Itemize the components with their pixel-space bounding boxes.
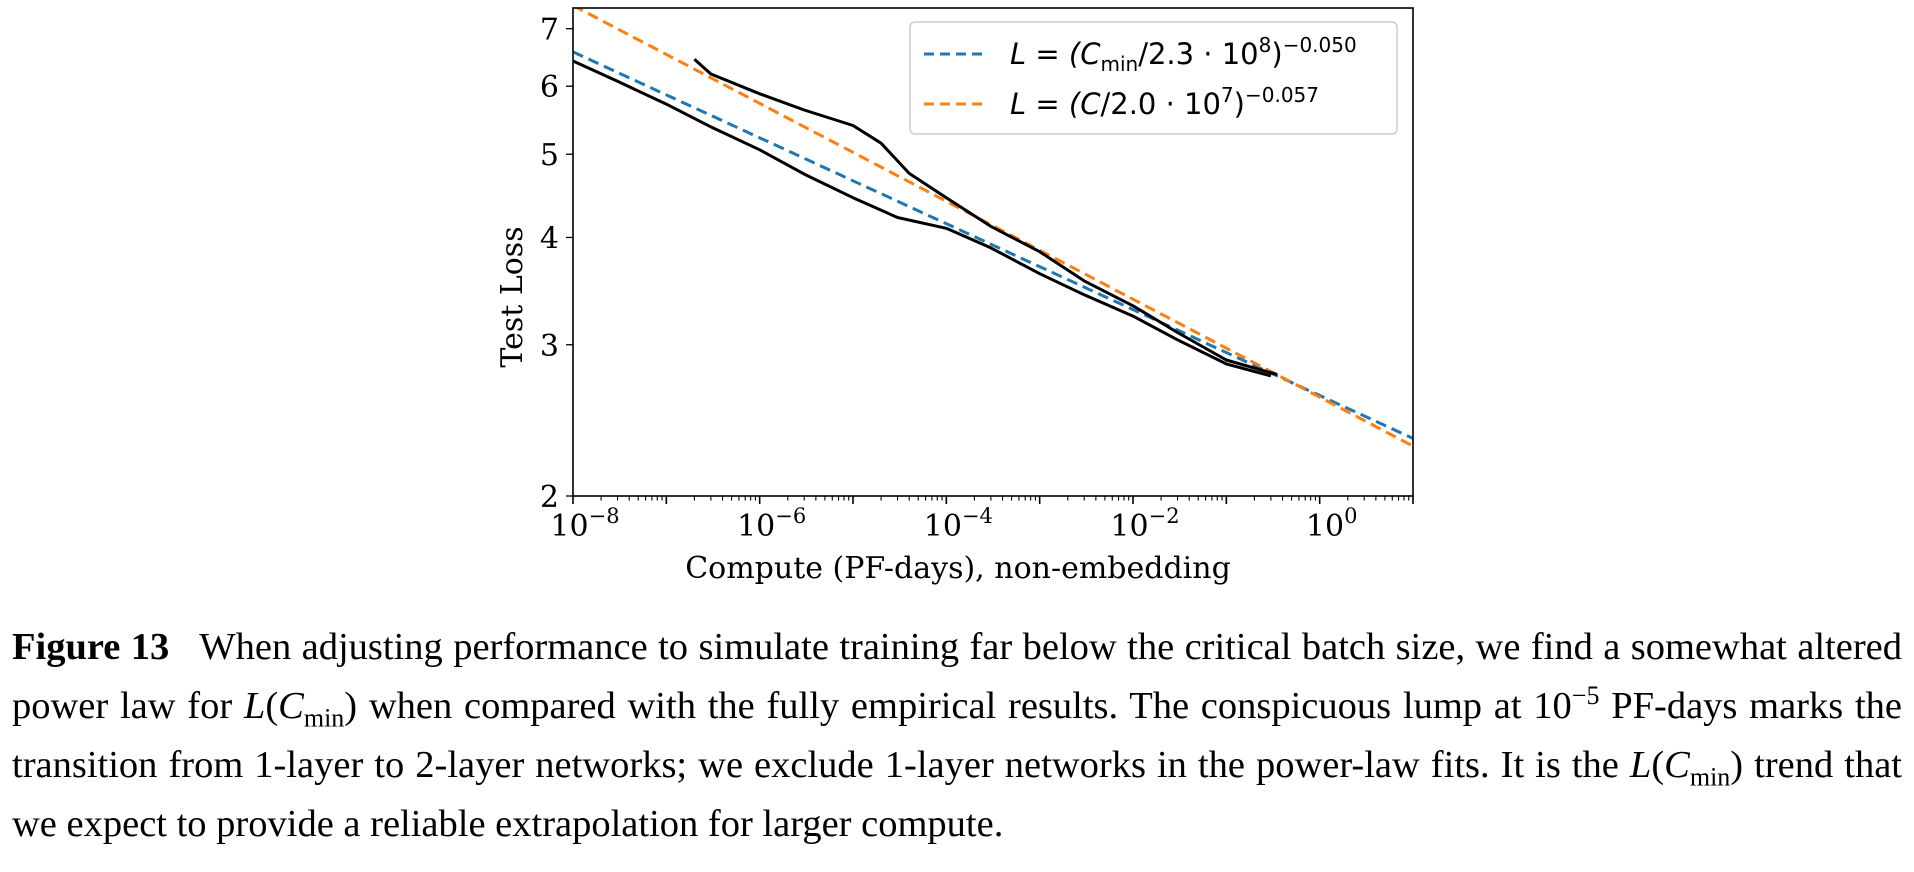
caption-text-4: trend that we expect to provide a reliab… bbox=[12, 743, 1902, 845]
figure-caption: Figure 13 When adjusting performance to s… bbox=[12, 626, 1903, 845]
y-tick-label: 3 bbox=[540, 329, 559, 364]
y-axis-label: Test Loss bbox=[495, 226, 530, 367]
x-tick-label: 10−6 bbox=[737, 504, 806, 544]
x-tick-label: 10−2 bbox=[1110, 504, 1179, 544]
legend: L = (Cmin/2.3 · 108)−0.050 L = (C/2.0 · … bbox=[909, 21, 1398, 135]
x-tick-label: 10−4 bbox=[924, 504, 993, 544]
figure-label: Figure 13 bbox=[12, 626, 170, 668]
x-tick-label: 100 bbox=[1306, 504, 1358, 544]
y-tick-label: 5 bbox=[540, 138, 559, 173]
series-line-cmin bbox=[573, 59, 1272, 378]
x-axis-label: Compute (PF-days), non-embedding bbox=[685, 551, 1231, 586]
y-tick-label: 6 bbox=[540, 70, 559, 105]
plot-layer: 10−8 10−6 10−4 10−2 100 2 3 4 5 6 7 bbox=[540, 8, 1414, 544]
chart-svg: Test Loss Compute (PF-days), non-embeddi… bbox=[495, 7, 1414, 586]
legend-label-c: L = (C/2.0 · 107)−0.057 bbox=[1010, 83, 1319, 121]
y-tick-label: 7 bbox=[540, 13, 559, 48]
x-tick-label: 10−8 bbox=[550, 504, 619, 544]
plot-frame bbox=[572, 7, 1414, 497]
legend-label-cmin: L = (Cmin/2.3 · 108)−0.050 bbox=[1010, 33, 1357, 76]
caption-text-1: When adjusting performance to simulate t… bbox=[12, 626, 1903, 727]
legend-box bbox=[909, 21, 1398, 135]
caption-text-2: when compared with the fully empirical r… bbox=[357, 684, 1534, 727]
y-tick-label: 2 bbox=[540, 480, 559, 515]
caption-text-3: PF-days marks the transition from 1-laye… bbox=[12, 684, 1902, 786]
y-tick-label: 4 bbox=[540, 221, 559, 256]
